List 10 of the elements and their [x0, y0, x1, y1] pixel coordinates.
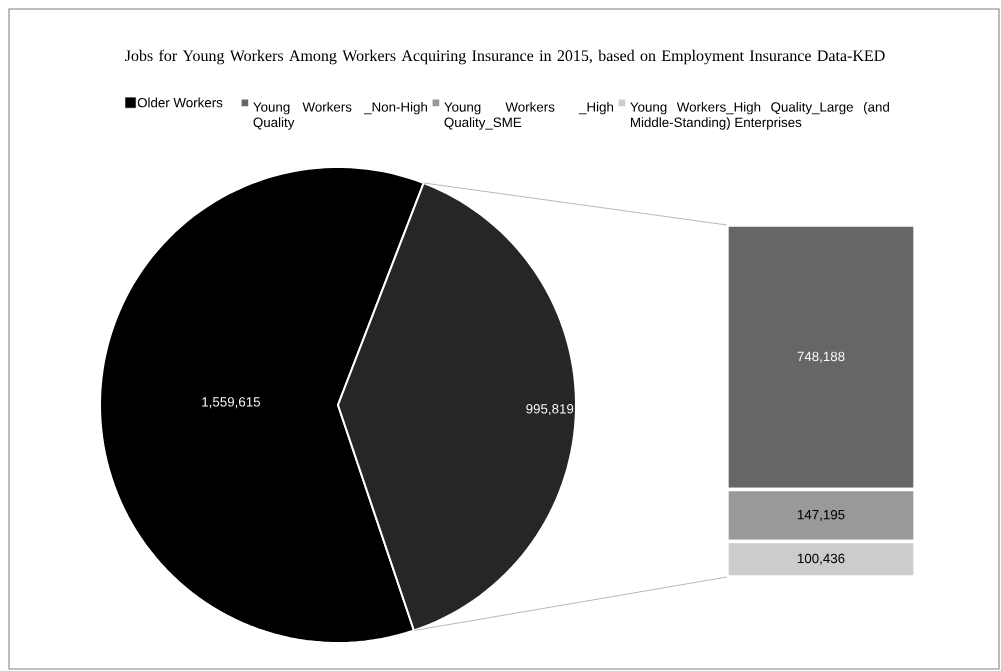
legend-label: Young Workers_High Quality_Large (and Middle-Standing) Enterprises [630, 101, 889, 130]
data-label: 995,819 [526, 404, 574, 416]
data-label: 100,436 [797, 553, 845, 565]
legend-label: Young Workers _High Quality_SME [444, 101, 613, 130]
data-label: 1,559,615 [202, 397, 261, 409]
legend-label: Older Workers [137, 97, 223, 108]
data-label: 147,195 [797, 509, 845, 521]
chart-title: Jobs for Young Workers Among Workers Acquiring Insurance in 2015, based on Employment Insurance Data-KED [125, 49, 885, 65]
legend-label: Young Workers _Non-High Quality [253, 101, 427, 130]
data-label: 748,188 [797, 351, 845, 363]
